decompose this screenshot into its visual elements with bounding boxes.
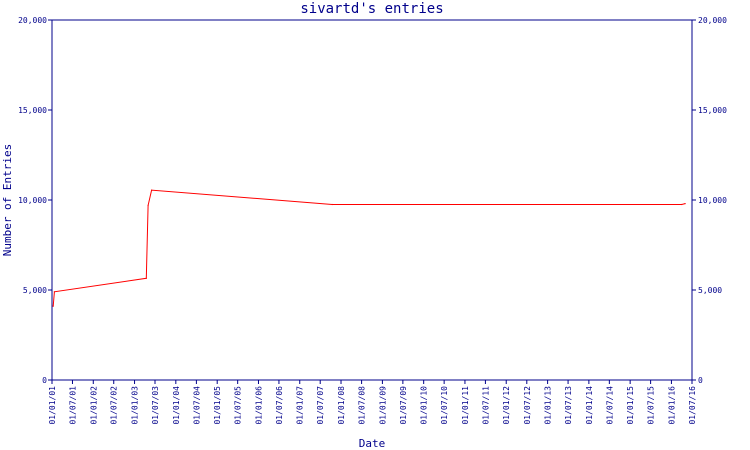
- x-tick-label: 01/01/02: [89, 386, 98, 425]
- x-tick-label: 01/07/13: [564, 386, 573, 425]
- y-tick-label-left: 0: [42, 376, 47, 385]
- x-tick-label: 01/07/04: [192, 386, 201, 425]
- x-tick-label: 01/01/09: [378, 386, 387, 425]
- chart-title: sivartd's entries: [300, 1, 443, 17]
- y-tick-label-right: 0: [698, 376, 703, 385]
- y-axis-label: Number of Entries: [1, 144, 14, 257]
- series-line: [52, 189, 686, 307]
- data-point: [52, 305, 54, 307]
- x-tick-label: 01/07/16: [688, 386, 697, 425]
- x-tick-label: 01/07/06: [275, 386, 284, 425]
- x-tick-label: 01/07/11: [481, 386, 490, 425]
- x-tick-label: 01/01/08: [337, 386, 346, 425]
- y-tick-label-left: 20,000: [18, 16, 47, 25]
- x-tick-label: 01/07/15: [647, 386, 656, 425]
- x-tick-label: 01/07/12: [523, 386, 532, 425]
- x-tick-label: 01/01/12: [502, 386, 511, 425]
- y-tick-label-right: 15,000: [698, 106, 727, 115]
- x-tick-label: 01/07/07: [316, 386, 325, 425]
- y-tick-label-left: 5,000: [23, 286, 47, 295]
- x-tick-label: 01/01/11: [461, 386, 470, 425]
- y-tick-label-right: 10,000: [698, 196, 727, 205]
- x-tick-label: 01/01/04: [172, 386, 181, 425]
- data-point: [147, 204, 149, 206]
- x-tick-label: 01/07/05: [234, 386, 243, 425]
- x-tick-label: 01/01/01: [48, 386, 57, 425]
- y-tick-label-left: 10,000: [18, 196, 47, 205]
- x-tick-label: 01/07/02: [110, 386, 119, 425]
- series-layer: [52, 189, 686, 307]
- data-point: [151, 189, 153, 191]
- data-point: [331, 203, 333, 206]
- x-tick-label: 01/01/14: [585, 386, 594, 425]
- y-tick-label-right: 20,000: [698, 16, 727, 25]
- y-tick-label-left: 15,000: [18, 106, 47, 115]
- x-axis: 01/01/01 01/07/01 01/01/02 01/07/02 01/01/03…: [48, 380, 697, 425]
- x-tick-label: 01/07/03: [151, 386, 160, 425]
- data-point: [681, 203, 683, 206]
- x-tick-label: 01/01/05: [213, 386, 222, 425]
- right-y-axis: 0 5,000 10,000 15,000 20,000: [692, 16, 727, 385]
- x-tick-label: 01/01/15: [626, 386, 635, 425]
- plot-area-frame: [51, 19, 693, 381]
- x-tick-label: 01/07/09: [399, 386, 408, 425]
- x-axis-label: Date: [359, 437, 386, 450]
- x-tick-label: 01/07/01: [68, 386, 77, 425]
- x-tick-label: 01/07/10: [440, 386, 449, 425]
- x-tick-label: 01/07/14: [605, 386, 614, 425]
- y-tick-label-right: 5,000: [698, 286, 722, 295]
- x-tick-label: 01/01/10: [420, 386, 429, 425]
- left-y-axis: 0 5,000 10,000 15,000 20,000: [18, 16, 52, 385]
- x-tick-label: 01/01/16: [667, 386, 676, 425]
- x-tick-label: 01/01/03: [131, 386, 140, 425]
- x-tick-label: 01/07/08: [358, 386, 367, 425]
- x-tick-label: 01/01/13: [544, 386, 553, 425]
- data-point: [684, 203, 686, 205]
- x-tick-label: 01/01/06: [254, 386, 263, 425]
- data-point: [145, 277, 147, 279]
- data-point: [53, 291, 56, 293]
- x-tick-label: 01/01/07: [296, 386, 305, 425]
